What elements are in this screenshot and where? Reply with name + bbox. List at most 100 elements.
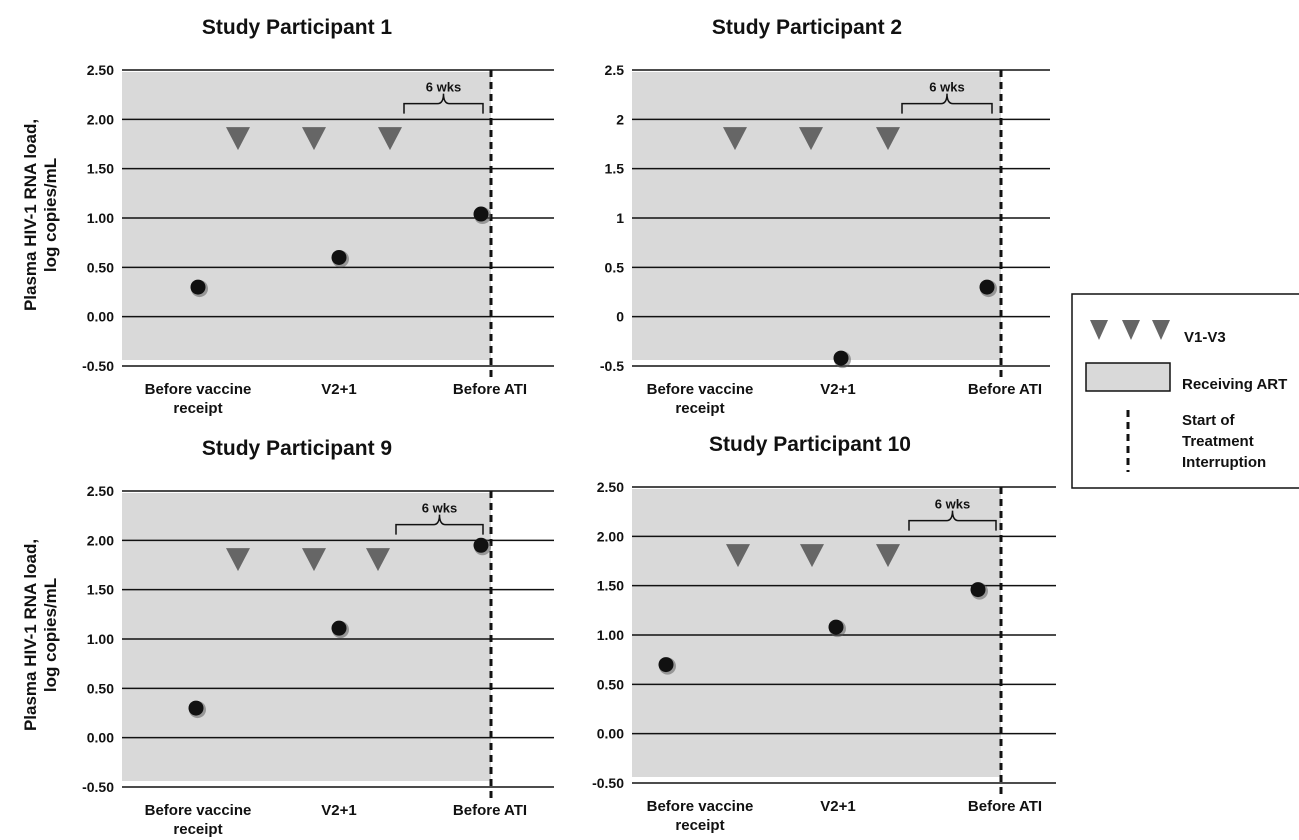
vaccination-triangle (378, 127, 402, 151)
y-axis-label-bottom: Plasma HIV-1 RNA load, log copies/mL (21, 539, 60, 731)
vaccination-triangle (876, 127, 900, 151)
vaccination-triangle (876, 544, 900, 568)
vaccination-triangle (226, 127, 250, 151)
legend-dashed-label-2: Treatment (1182, 433, 1254, 450)
x-category-label: Before vaccine (647, 381, 754, 398)
chart-panel-2: Study Participant 2 -0.5 0 0.5 1 1.5 2 2.5 6 wks… (600, 16, 1050, 417)
legend-dashed-label-1: Start of (1182, 412, 1236, 429)
vaccination-triangle (302, 548, 326, 572)
y-tick-label: -0.50 (592, 775, 624, 791)
data-point (190, 279, 206, 295)
vaccination-triangle (366, 548, 390, 572)
vaccination-triangle (800, 544, 824, 568)
y-tick-label: 1.50 (597, 578, 624, 594)
y-axis-label-top-line2: log copies/mL (41, 158, 60, 272)
y-tick-label: 0.50 (87, 259, 114, 275)
chart-title: Study Participant 9 (202, 437, 392, 460)
y-tick-label: -0.5 (600, 358, 624, 374)
legend-dashed-label-3: Interruption (1182, 454, 1266, 471)
data-point (331, 620, 347, 636)
data-point (828, 619, 844, 635)
x-category-label: receipt (173, 400, 222, 417)
six-weeks-label: 6 wks (935, 497, 970, 512)
y-tick-label: 0.5 (605, 259, 625, 275)
x-category-label: receipt (675, 400, 724, 417)
data-point (473, 537, 489, 553)
legend-triangles (1090, 320, 1170, 340)
y-tick-label: 0.50 (597, 676, 624, 692)
x-category-label: V2+1 (321, 381, 356, 398)
chart-title: Study Participant 1 (202, 16, 393, 39)
legend-triangle-icon (1122, 320, 1140, 340)
six-weeks-bracket (395, 514, 484, 535)
y-tick-label: 0.00 (87, 309, 114, 325)
x-category-label: Before vaccine (647, 798, 754, 815)
x-category-label: Before ATI (968, 798, 1042, 815)
y-tick-label: 2.00 (87, 532, 114, 548)
x-category-label: Before ATI (968, 381, 1042, 398)
six-weeks-bracket (403, 93, 484, 114)
x-category-label: V2+1 (820, 381, 855, 398)
y-axis-label-top-line1: Plasma HIV-1 RNA load, (21, 119, 40, 311)
y-tick-label: 1.00 (87, 210, 114, 226)
y-tick-label: 2.50 (87, 62, 114, 78)
y-tick-label: 0.00 (87, 730, 114, 746)
x-category-label: V2+1 (321, 802, 356, 819)
y-tick-label: 0.50 (87, 680, 114, 696)
legend-triangle-icon (1152, 320, 1170, 340)
six-weeks-label: 6 wks (422, 501, 457, 516)
y-tick-label: 1.00 (597, 627, 624, 643)
y-tick-label: 2.00 (597, 528, 624, 544)
x-category-label: Before vaccine (145, 381, 252, 398)
data-point (331, 249, 347, 265)
y-tick-label: 1 (616, 210, 624, 226)
x-category-label: receipt (173, 821, 222, 838)
x-category-label: Before ATI (453, 381, 527, 398)
y-tick-label: -0.50 (82, 358, 114, 374)
data-point (970, 582, 986, 598)
y-tick-label: 1.50 (87, 161, 114, 177)
y-tick-label: 0 (616, 309, 624, 325)
six-weeks-bracket (908, 510, 997, 531)
data-point (979, 279, 995, 295)
chart-panel-3: Study Participant 9 -0.50 0.00 0.50 1.00 1.50… (82, 437, 554, 838)
data-point (833, 350, 849, 366)
legend-box-icon (1085, 362, 1171, 392)
vaccination-triangle (302, 127, 326, 151)
chart-panel-1: Study Participant 1 -0.50 0.00 0.50 1.00 1.50… (82, 16, 554, 417)
six-weeks-label: 6 wks (426, 80, 461, 95)
y-axis-label-bottom-line2: log copies/mL (41, 578, 60, 692)
y-tick-label: 1.00 (87, 631, 114, 647)
data-point (473, 206, 489, 222)
vaccination-triangle (799, 127, 823, 151)
y-tick-label: 0.00 (597, 726, 624, 742)
chart-panels: Study Participant 1-0.500.000.501.001.50… (82, 16, 1056, 838)
data-point (188, 700, 204, 716)
vaccination-triangle (226, 548, 250, 572)
y-tick-label: 1.50 (87, 582, 114, 598)
y-tick-label: 2.00 (87, 111, 114, 127)
six-weeks-bracket (901, 93, 993, 114)
vaccination-triangle (726, 544, 750, 568)
six-weeks-label: 6 wks (929, 80, 964, 95)
x-category-label: Before vaccine (145, 802, 252, 819)
y-axis-label-bottom-line1: Plasma HIV-1 RNA load, (21, 539, 40, 731)
chart-title: Study Participant 10 (709, 433, 911, 456)
x-category-label: V2+1 (820, 798, 855, 815)
vaccination-triangle (723, 127, 747, 151)
y-tick-label: 2.50 (87, 483, 114, 499)
legend-triangle-icon (1090, 320, 1108, 340)
chart-panel-4: Study Participant 10 -0.50 0.00 0.50 1.00 1.5… (592, 433, 1056, 834)
x-category-label: Before ATI (453, 802, 527, 819)
y-tick-label: 1.5 (605, 161, 625, 177)
y-axis-label-top: Plasma HIV-1 RNA load, log copies/mL (21, 119, 60, 311)
legend-triangles-label: V1-V3 (1184, 329, 1226, 346)
y-tick-label: 2.5 (605, 62, 625, 78)
y-tick-label: -0.50 (82, 779, 114, 795)
x-category-label: receipt (675, 817, 724, 834)
data-point (658, 657, 674, 673)
y-tick-label: 2.50 (597, 479, 624, 495)
legend-box-label: Receiving ART (1182, 376, 1287, 393)
y-tick-label: 2 (616, 111, 624, 127)
